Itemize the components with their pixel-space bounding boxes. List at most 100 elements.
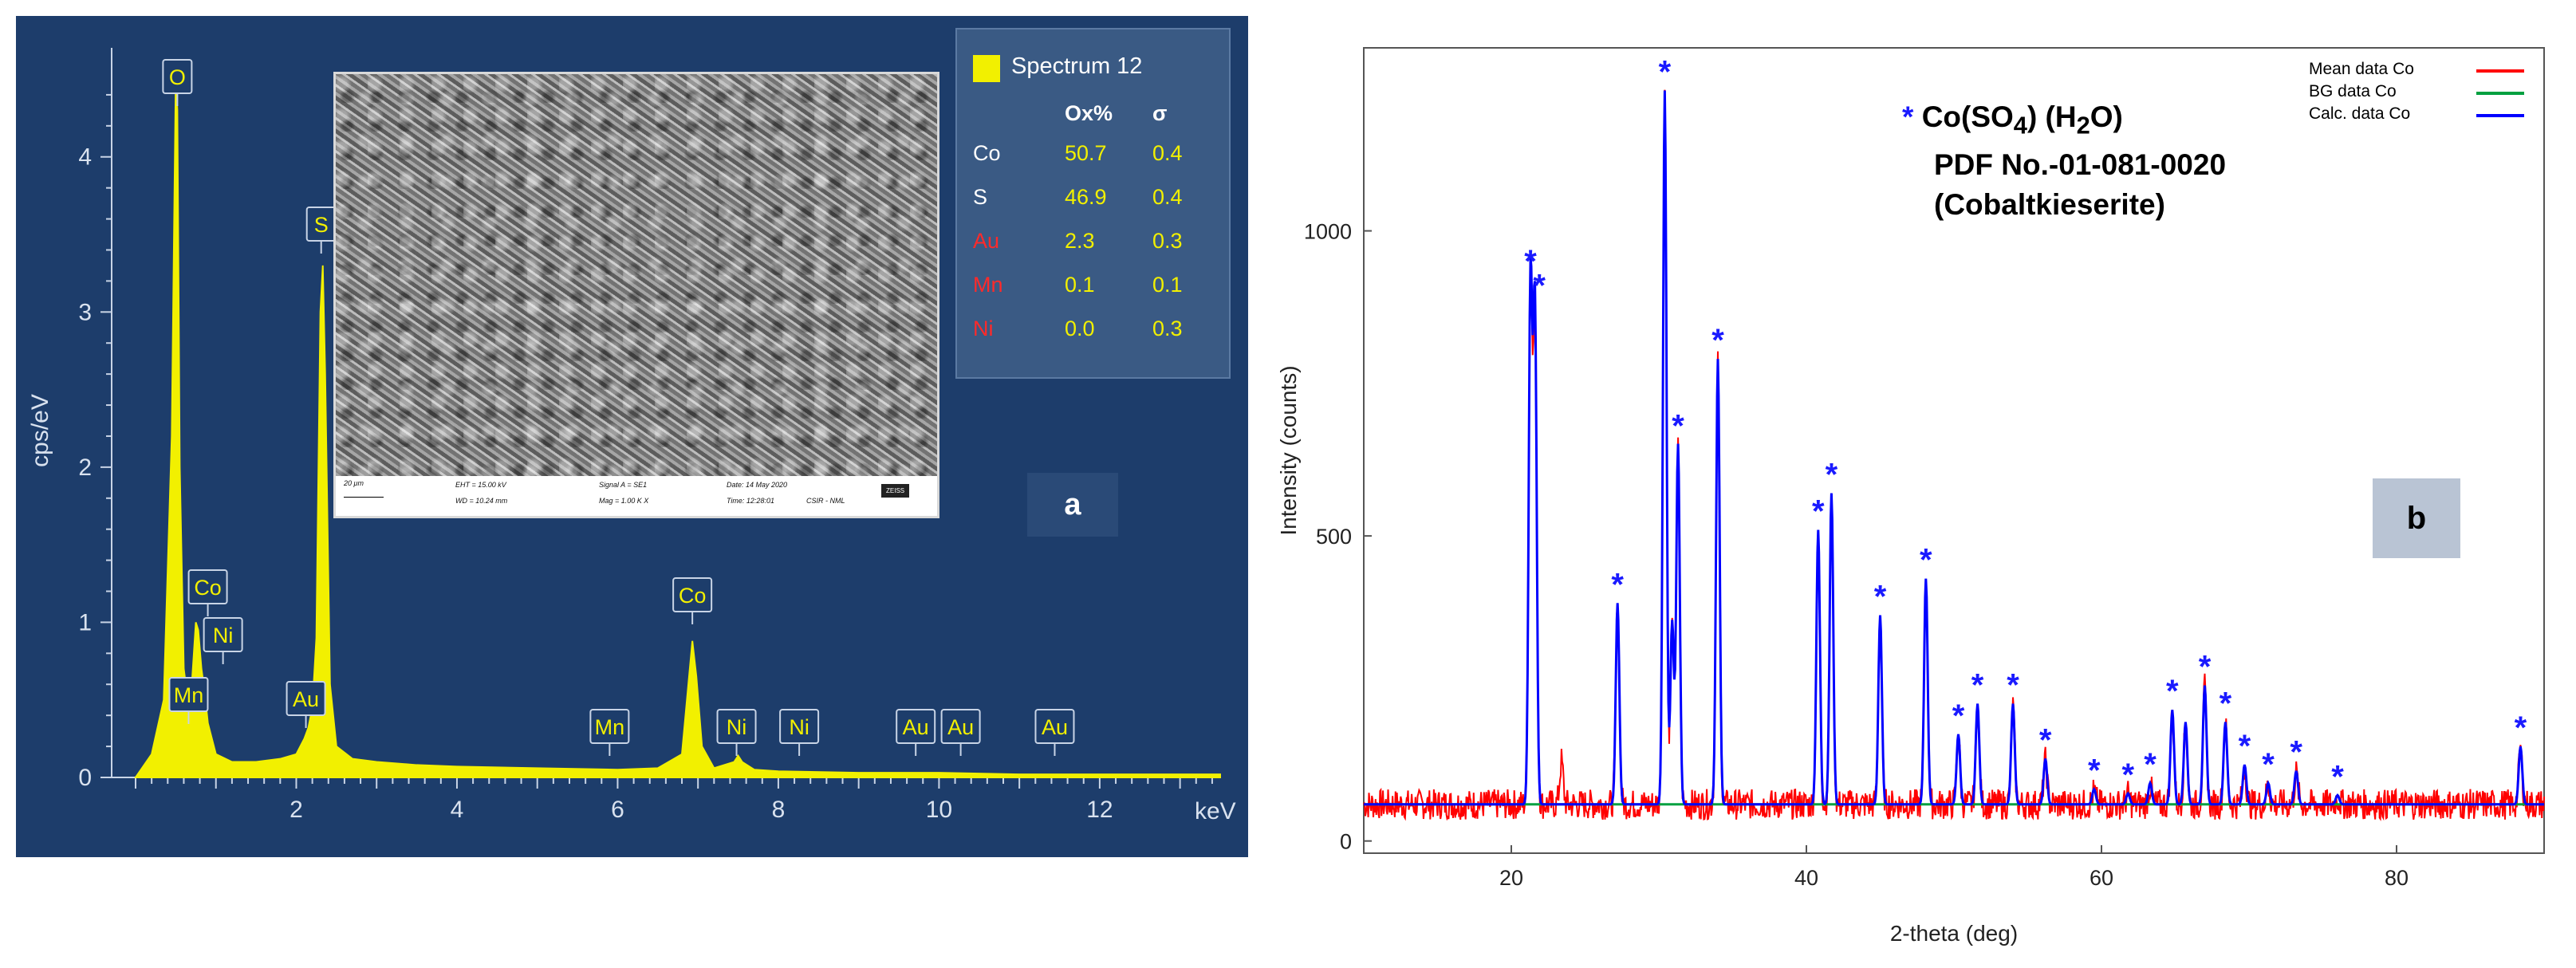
edx-y-tick-label: 4: [78, 144, 92, 171]
edx-y-tick-label: 2: [78, 454, 92, 481]
peak-star-marker: *: [1524, 244, 1537, 279]
xrd-x-tick-label: 20: [1499, 866, 1523, 890]
element-symbol: Ni: [973, 317, 994, 340]
peak-label-au: Au: [940, 709, 981, 756]
peak-star-marker: *: [2144, 747, 2157, 782]
sem-wd: WD = 10.24 mm: [455, 497, 508, 505]
peak-star-marker: *: [1920, 543, 1932, 578]
edx-x-tick-label: 6: [611, 797, 624, 823]
svg-text:S: S: [314, 213, 329, 237]
edx-y-tick-label: 1: [78, 609, 92, 635]
spectrum-table: Spectrum 12 Ox% σ Co 50.7 0.4 S 46.9 0.4 Au 2.3…: [955, 28, 1231, 379]
peak-label-mn: Mn: [589, 709, 630, 756]
peak-star-marker: *: [2199, 650, 2212, 685]
xrd-x-label: 2-theta (deg): [1890, 921, 2018, 946]
ox-value: 2.3: [1065, 229, 1095, 253]
svg-text:O: O: [169, 65, 186, 89]
peak-star-marker: *: [1533, 268, 1546, 303]
svg-text:Mn: Mn: [174, 683, 204, 707]
sigma-value: 0.3: [1152, 229, 1183, 253]
legend-item-calc: Calc. data Co: [2309, 104, 2564, 127]
phase-sub1: 4: [2013, 111, 2027, 140]
svg-text:Mn: Mn: [595, 715, 625, 739]
xrd-legend: Mean data Co BG data Co Calc. data Co: [2309, 60, 2564, 127]
peak-star-marker: *: [1611, 567, 1624, 602]
ox-value: 50.7: [1065, 141, 1107, 165]
edx-x-tick-label: 8: [772, 797, 786, 823]
peak-star-marker: *: [1672, 408, 1684, 443]
svg-text:Ni: Ni: [213, 624, 234, 647]
sem-eht: EHT = 15.00 kV: [455, 481, 506, 489]
edx-x-tick-label: 12: [1086, 797, 1113, 823]
element-symbol: S: [973, 185, 988, 209]
edx-x-tick-label: 10: [926, 797, 952, 823]
peak-label-s: S: [305, 207, 337, 254]
legend-item-bg: BG data Co: [2309, 82, 2564, 104]
peak-star-marker: *: [2239, 729, 2251, 764]
xrd-y-tick-label: 500: [1316, 525, 1352, 549]
sigma-value: 0.4: [1152, 185, 1183, 209]
peak-star-marker: *: [1812, 494, 1825, 529]
legend-label-bg: BG data Co: [2309, 82, 2397, 100]
peak-label-ni: Ni: [779, 709, 820, 756]
peak-star-marker: *: [2122, 757, 2135, 793]
peak-star-marker: *: [2007, 668, 2019, 703]
edx-x-tick-label: 4: [451, 797, 464, 823]
sem-time: Time: 12:28:01: [727, 497, 774, 505]
legend-label-mean: Mean data Co: [2309, 60, 2414, 78]
peak-star-marker: *: [2166, 674, 2179, 709]
element-symbol: Mn: [973, 273, 1003, 297]
peak-star-marker: *: [2290, 735, 2302, 770]
spectrum-swatch: [973, 55, 1000, 82]
phase-formula-part2: ) (H: [2027, 100, 2077, 133]
sem-micrograph: 20 μm EHT = 15.00 kV WD = 10.24 mm Signa…: [333, 72, 939, 518]
sem-signal: Signal A = SE1: [599, 481, 648, 489]
peak-star-marker: *: [2039, 722, 2052, 757]
svg-text:Co: Co: [194, 576, 222, 600]
peak-label-co: Co: [187, 569, 228, 616]
xrd-plot-frame: [1363, 47, 2545, 854]
svg-text:Ni: Ni: [727, 715, 747, 739]
legend-label-calc: Calc. data Co: [2309, 104, 2411, 123]
panel-b-tag: b: [2373, 478, 2460, 558]
phase-formula-part1: Co(SO: [1921, 100, 2014, 133]
peak-label-au: Au: [896, 709, 936, 756]
sigma-value: 0.1: [1152, 273, 1183, 297]
sigma-value: 0.4: [1152, 141, 1183, 165]
ox-value: 46.9: [1065, 185, 1107, 209]
svg-text:Au: Au: [1042, 715, 1068, 739]
ox-value: 0.1: [1065, 273, 1095, 297]
legend-item-mean: Mean data Co: [2309, 60, 2564, 82]
ox-header: Ox%: [1065, 101, 1113, 125]
peak-star-marker: *: [1659, 55, 1672, 90]
svg-text:Au: Au: [903, 715, 929, 739]
xrd-panel: 20 40 60 80 0 500 1000 2-theta (deg) Intensity (…: [1272, 16, 2576, 968]
sem-mag: Mag = 1.00 K X: [599, 497, 649, 505]
peak-star-marker: *: [1874, 580, 1887, 615]
element-symbol: Au: [973, 229, 1000, 253]
peak-star-marker: *: [2262, 747, 2275, 782]
spectrum-row: Co 50.7 0.4: [973, 141, 1228, 176]
peak-star-marker: *: [1711, 323, 1724, 358]
star-marker-legend: *: [1902, 100, 1914, 133]
edx-y-tick-label: 0: [78, 765, 92, 791]
sem-image: [336, 74, 937, 481]
edx-x-unit: keV: [1195, 798, 1236, 824]
peak-label-mn: Mn: [168, 677, 209, 724]
panel-a-tag: a: [1027, 473, 1118, 537]
xrd-x-tick-label: 80: [2385, 866, 2409, 890]
phase-pdf: PDF No.-01-081-0020: [1934, 148, 2227, 182]
sem-date: Date: 14 May 2020: [727, 481, 788, 489]
spectrum-title: Spectrum 12: [1011, 53, 1143, 79]
xrd-x-tick-label: 60: [2090, 866, 2113, 890]
xrd-series-calc: [1364, 90, 2544, 806]
xrd-y-tick-label: 0: [1340, 830, 1352, 854]
phase-formula-part3: O): [2090, 100, 2123, 133]
edx-y-label: cps/eV: [27, 394, 53, 467]
peak-star-marker: *: [2088, 754, 2101, 789]
svg-text:Au: Au: [947, 715, 974, 739]
ox-value: 0.0: [1065, 317, 1095, 340]
peak-star-marker: *: [1952, 698, 1965, 734]
phase-formula: * Co(SO4) (H2O): [1902, 97, 2226, 145]
